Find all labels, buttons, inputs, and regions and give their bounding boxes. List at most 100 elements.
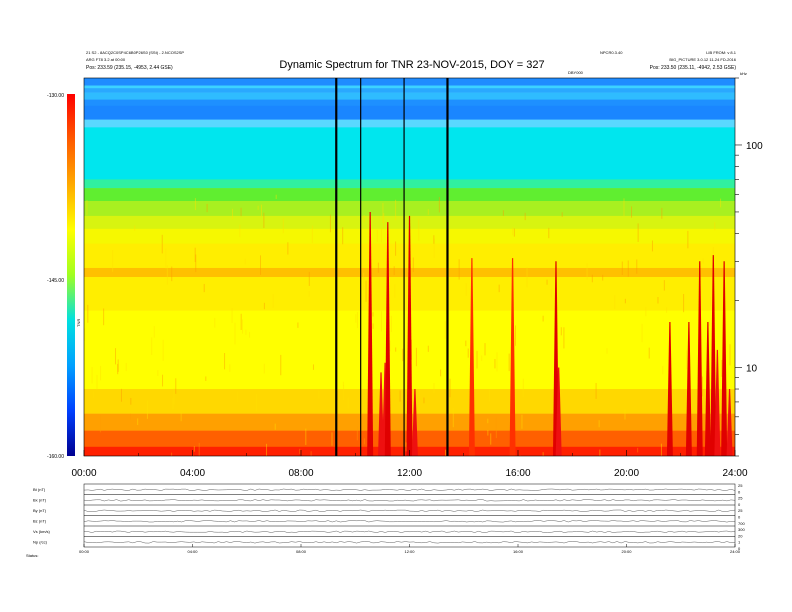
noise-streak [440,369,442,377]
noise-streak [648,347,650,359]
noise-streak [481,355,483,362]
noise-streak [172,397,174,410]
noise-streak [465,340,467,347]
noise-streak [708,321,710,327]
panel-scale-label: 300 [738,527,745,532]
noise-streak [342,227,344,245]
noise-streak [513,228,515,237]
noise-streak [194,247,196,263]
emission-spike [367,211,374,456]
frequency-band [84,92,735,100]
panel-trace [83,520,736,523]
x-tick-label: 24:00 [722,468,747,479]
noise-streak [87,304,89,323]
noise-streak [663,280,665,291]
noise-streak [146,400,148,419]
noise-streak [165,248,167,269]
panel-label: Vs (km/s) [33,529,51,534]
noise-streak [171,266,173,282]
noise-streak [405,442,407,452]
noise-streak [311,225,313,244]
noise-streak [720,198,722,208]
noise-streak [519,455,521,456]
noise-streak [282,218,284,234]
noise-streak [263,302,265,310]
noise-streak [91,366,93,384]
noise-streak [244,258,246,265]
noise-streak [224,353,226,370]
noise-streak [329,214,331,233]
header-right-line1: LIB FROM: v 8.1 [706,50,737,55]
noise-streak [651,240,653,252]
panel-label: By (nT) [33,508,47,513]
noise-streak [134,225,136,231]
noise-streak [205,376,207,381]
noise-streak [372,312,374,317]
panel-label: Np (/cc) [33,540,48,545]
noise-streak [129,413,131,420]
panel-trace [83,488,736,491]
noise-streak [166,265,168,285]
noise-streak [363,272,365,291]
noise-streak [487,418,489,424]
noise-streak [636,259,638,274]
status-label: Status: [26,553,38,558]
noise-streak [627,260,629,277]
axis-mid-label: DBY000 [568,70,584,75]
emission-spike [468,258,475,456]
noise-streak [395,347,397,352]
noise-streak [514,325,516,346]
noise-streak [312,364,314,370]
y-tick-label: 10 [746,363,758,374]
noise-streak [162,374,164,387]
frequency-band [84,127,735,180]
noise-streak [206,203,208,213]
noise-streak [161,234,163,254]
panel-scale-label: 0 [738,546,741,551]
panel-trace [83,541,736,544]
y-axis: 10 100 [735,77,763,457]
emission-spike [509,258,516,456]
noise-streak [721,359,723,377]
emission-spike [704,322,711,456]
noise-streak [508,353,510,372]
noise-streak [561,212,563,217]
noise-streak [318,390,320,399]
noise-streak [84,328,86,341]
frequency-band [84,85,735,89]
noise-streak [280,354,282,376]
noise-streak [458,259,460,280]
x-tick-label: 00:00 [71,468,96,479]
noise-streak [355,314,357,323]
panel-trace [83,530,736,533]
noise-streak [100,365,102,381]
noise-streak [229,364,231,372]
panel-scale-label: 25 [738,508,743,513]
noise-streak [175,378,177,394]
noise-streak [299,448,301,454]
panel-trace [83,499,736,502]
noise-streak [272,293,274,308]
noise-streak [662,365,664,375]
x-tick-label: 04:00 [180,468,205,479]
noise-streak [484,343,486,356]
emission-spike [714,349,721,456]
emission-spike [378,372,385,456]
noise-streak [496,352,498,372]
panel-label: Bx (nT) [33,498,47,503]
noise-streak [193,446,195,452]
noise-streak [231,308,233,324]
noise-streak [512,227,514,236]
noise-streak [117,363,119,375]
noise-streak [449,378,451,398]
noise-streak [548,227,550,239]
noise-streak [710,296,712,307]
noise-streak [702,258,704,264]
noise-streak [542,315,544,322]
noise-streak [599,449,601,456]
noise-streak [236,391,238,403]
noise-streak [103,308,105,326]
noise-streak [120,388,122,402]
noise-streak [645,306,647,317]
colorbar [67,94,75,456]
